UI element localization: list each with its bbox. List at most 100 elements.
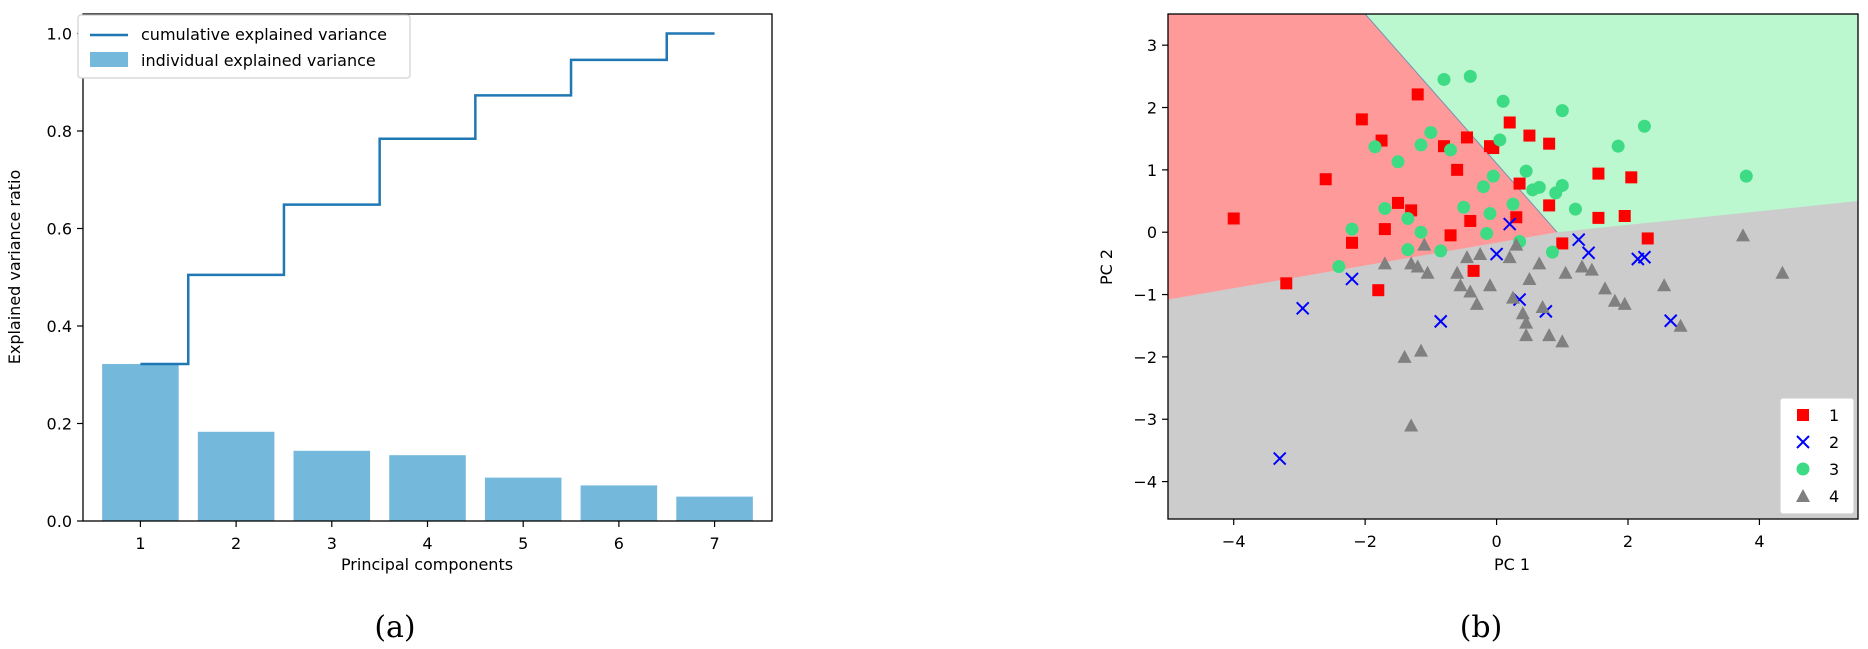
point-class-4 — [1736, 228, 1750, 242]
point-class-3 — [1424, 125, 1438, 139]
point-class-4 — [1558, 265, 1573, 279]
point-class-1 — [1280, 277, 1293, 290]
point-class-4 — [1483, 278, 1497, 292]
legend-marker-1 — [1797, 409, 1809, 421]
point-class-1 — [1444, 229, 1457, 242]
point-class-2 — [1345, 272, 1359, 286]
point-class-3 — [1637, 119, 1651, 133]
x-tick-label: 4 — [1754, 532, 1764, 551]
legend-marker-2 — [1796, 435, 1810, 449]
point-class-4 — [1469, 296, 1484, 310]
point-class-4 — [1617, 296, 1632, 310]
y-tick-label: 0 — [1147, 223, 1157, 242]
point-class-4 — [1460, 250, 1474, 264]
point-class-3 — [1611, 139, 1625, 153]
x-tick-label: 3 — [327, 534, 337, 553]
legend: 1 2 3 4 — [1779, 397, 1855, 515]
point-class-4 — [1532, 256, 1547, 270]
legend-label-2: 2 — [1829, 433, 1839, 452]
point-class-2 — [1434, 314, 1448, 329]
point-class-1 — [1411, 88, 1424, 101]
pca-scatter-chart: −4 −2 0 2 4 −4 −3 −2 −1 0 1 2 3 PC 1 PC 2 1 2 3 4 (b) — [1097, 13, 1859, 645]
x-axis-label: PC 1 — [1494, 555, 1530, 574]
point-class-4 — [1417, 237, 1432, 251]
point-class-3 — [1545, 245, 1559, 259]
boundary-line — [1364, 14, 1558, 233]
x-tick-label: 5 — [518, 534, 528, 553]
point-class-4 — [1463, 284, 1478, 298]
point-class-3 — [1519, 164, 1533, 178]
point-class-4 — [1542, 328, 1557, 342]
point-class-3 — [1434, 244, 1448, 258]
y-tick-label: −2 — [1133, 348, 1157, 367]
legend-label-cumulative: cumulative explained variance — [141, 25, 387, 44]
y-tick-label: 0.8 — [47, 122, 72, 141]
y-tick-label: 0.2 — [47, 415, 72, 434]
variance-chart: 1 2 3 4 5 6 7 0.0 0.2 0.4 0.6 0.8 1.0 Principal com… — [5, 13, 773, 645]
legend-box — [1779, 397, 1855, 515]
point-class-4 — [1519, 315, 1534, 329]
point-class-1 — [1319, 173, 1332, 186]
point-class-4 — [1509, 237, 1524, 251]
point-class-4 — [1414, 343, 1428, 357]
point-class-1 — [1556, 237, 1569, 250]
legend-bar-swatch — [90, 52, 128, 67]
point-class-1 — [1618, 210, 1631, 222]
point-class-1 — [1227, 212, 1240, 225]
point-class-3 — [1401, 243, 1415, 257]
x-tick-label: 2 — [231, 534, 241, 553]
point-class-2 — [1572, 232, 1586, 247]
point-class-1 — [1641, 232, 1654, 245]
point-class-3 — [1444, 143, 1458, 157]
bar-3 — [293, 450, 371, 521]
point-class-3 — [1496, 94, 1510, 108]
cumulative-variance-line — [140, 32, 715, 366]
point-class-3 — [1480, 226, 1494, 240]
point-class-3 — [1345, 222, 1359, 236]
x-ticks: 1 2 3 4 5 6 7 — [135, 521, 720, 553]
point-class-3 — [1739, 169, 1753, 183]
point-class-4 — [1450, 265, 1465, 279]
point-class-4 — [1673, 318, 1688, 332]
point-class-3 — [1476, 180, 1490, 194]
x-tick-label: 7 — [709, 534, 719, 553]
y-tick-label: 1.0 — [47, 25, 72, 44]
bar-7 — [676, 496, 753, 521]
point-class-1 — [1523, 129, 1536, 142]
x-ticks: −4 −2 0 2 4 — [1222, 519, 1765, 551]
point-class-4 — [1420, 265, 1435, 279]
bar-2 — [197, 431, 275, 521]
point-class-2 — [1296, 301, 1310, 315]
point-class-4 — [1404, 418, 1419, 432]
point-class-3 — [1391, 155, 1405, 169]
point-class-2 — [1664, 314, 1678, 328]
point-class-4 — [1397, 349, 1412, 363]
legend-label-3: 3 — [1829, 460, 1839, 479]
legend-label-individual: individual explained variance — [141, 51, 376, 70]
point-class-3 — [1378, 202, 1392, 216]
legend-marker-4 — [1796, 489, 1810, 502]
point-class-4 — [1473, 247, 1488, 261]
point-class-2 — [1637, 250, 1652, 264]
point-class-3 — [1493, 133, 1507, 147]
point-class-1 — [1592, 167, 1605, 180]
point-class-1 — [1451, 163, 1464, 176]
point-class-3 — [1568, 202, 1582, 216]
decision-regions — [1168, 14, 1858, 519]
point-class-4 — [1555, 334, 1570, 348]
region-class-1 — [1168, 14, 1558, 300]
point-class-3 — [1486, 169, 1500, 183]
legend-marker-3 — [1796, 462, 1810, 476]
point-class-4 — [1535, 300, 1550, 314]
point-class-1 — [1464, 214, 1477, 227]
points-layer — [1227, 69, 1790, 466]
y-tick-label: 3 — [1147, 36, 1157, 55]
legend-label-1: 1 — [1829, 406, 1839, 425]
bar-5 — [484, 477, 562, 521]
x-axis-label: Principal components — [341, 555, 513, 574]
panel-a-label: (a) — [374, 610, 415, 645]
point-class-4 — [1775, 265, 1790, 279]
x-tick-label: −4 — [1222, 532, 1246, 551]
y-axis-label: Explained variance ratio — [5, 170, 24, 365]
point-class-3 — [1401, 211, 1415, 225]
